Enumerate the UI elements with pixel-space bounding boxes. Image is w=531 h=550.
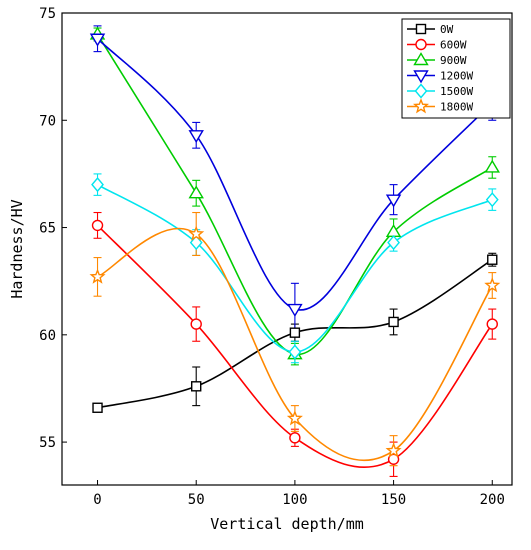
data-point-900W bbox=[484, 159, 500, 173]
data-point-1500W bbox=[485, 192, 499, 208]
y-tick-label: 65 bbox=[39, 221, 56, 237]
legend-marker-600W bbox=[415, 38, 427, 51]
data-point-1800W bbox=[188, 225, 205, 241]
data-point-1500W bbox=[91, 177, 104, 193]
data-point-1200W bbox=[385, 194, 402, 208]
plot-frame bbox=[61, 12, 513, 486]
data-point-0W bbox=[388, 316, 399, 328]
legend: 0W 600W 900W 1200W 1500W 1800W bbox=[401, 18, 511, 119]
legend-item: 0W bbox=[407, 23, 454, 36]
data-point-0W bbox=[92, 402, 103, 413]
data-point-1200W bbox=[89, 33, 106, 47]
y-tick-label: 55 bbox=[39, 435, 56, 451]
legend-item: 1800W bbox=[407, 98, 473, 114]
legend-marker-1800W bbox=[412, 98, 430, 114]
y-axis-label: Hardness/HV bbox=[8, 199, 26, 298]
data-point-1800W bbox=[484, 277, 501, 293]
legend-label: 900W bbox=[440, 54, 467, 67]
legend-item: 1500W bbox=[407, 83, 473, 99]
x-tick-label: 100 bbox=[282, 492, 307, 508]
legend-item: 1200W bbox=[407, 70, 473, 84]
data-point-1500W bbox=[288, 344, 302, 360]
axes: 0 50 100 150 200 55 60 65 70 75 bbox=[39, 6, 513, 508]
data-point-600W bbox=[91, 219, 104, 232]
data-point-900W bbox=[188, 185, 204, 199]
data-point-600W bbox=[486, 318, 498, 330]
legend-label: 1800W bbox=[440, 101, 473, 114]
legend-marker-0W bbox=[415, 23, 427, 35]
data-point-0W bbox=[191, 381, 202, 392]
x-tick-label: 150 bbox=[381, 492, 406, 508]
legend-item: 600W bbox=[407, 39, 467, 52]
x-tick-label: 50 bbox=[188, 492, 205, 508]
data-point-1800W bbox=[385, 442, 402, 458]
data-point-1200W bbox=[188, 130, 204, 144]
legend-label: 0W bbox=[440, 23, 454, 36]
legend-marker-1500W bbox=[414, 83, 428, 99]
legend-label: 1500W bbox=[440, 85, 473, 98]
data-point-1800W bbox=[89, 268, 106, 284]
legend-marker-900W bbox=[413, 52, 429, 66]
data-point-600W bbox=[289, 432, 301, 444]
data-point-0W bbox=[289, 327, 301, 338]
data-point-600W bbox=[190, 318, 202, 330]
legend-marker-1200W bbox=[413, 70, 429, 84]
data-point-1500W bbox=[387, 234, 400, 251]
legend-label: 600W bbox=[440, 39, 467, 52]
y-tick-label: 75 bbox=[39, 6, 56, 22]
y-tick-label: 60 bbox=[39, 328, 56, 344]
x-axis-label: Vertical depth/mm bbox=[210, 515, 364, 533]
y-tick-label: 70 bbox=[39, 113, 56, 129]
data-point-1800W bbox=[286, 410, 303, 426]
x-tick-label: 0 bbox=[93, 492, 101, 508]
data-point-1200W bbox=[287, 303, 303, 317]
legend-item: 900W bbox=[407, 52, 467, 67]
data-point-0W bbox=[487, 254, 498, 265]
x-tick-label: 200 bbox=[480, 492, 505, 508]
legend-label: 1200W bbox=[440, 70, 473, 83]
